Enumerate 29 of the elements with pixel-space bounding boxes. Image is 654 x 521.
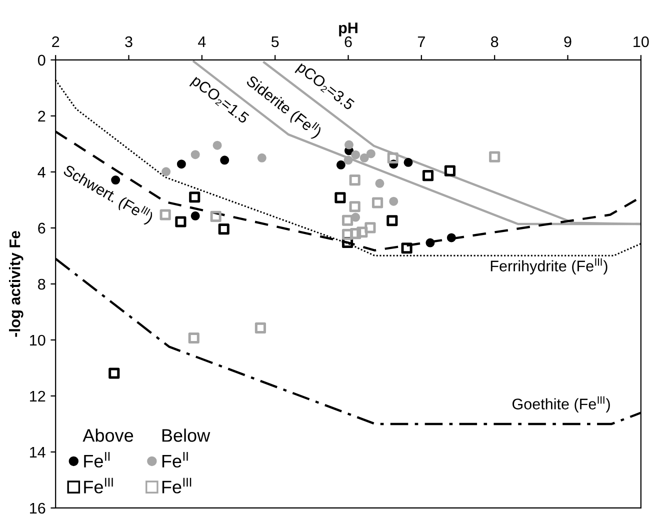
legend-label: Fe$^{III}$	[162, 478, 192, 494]
x-tick-label: 6	[344, 36, 352, 48]
y-tick-label: 2	[38, 110, 46, 122]
x-axis-title: pH	[339, 22, 358, 36]
legend-label: Fe$^{III}$	[84, 478, 113, 494]
y-axis-title: -log activity Fe	[9, 230, 24, 337]
y-tick-label: 12	[30, 390, 46, 402]
annotation: Ferrihydrite (Fe$^{III}$)	[490, 258, 608, 274]
y-tick-label: 14	[30, 446, 46, 458]
annotation: Goethite (Fe$^{III}$)	[512, 396, 610, 412]
x-tick-label: 8	[491, 36, 498, 48]
legend-label: Fe$^{II}$	[84, 452, 110, 468]
annotation: Below	[162, 428, 210, 442]
x-tick-label: 9	[564, 36, 572, 48]
x-tick-label: 7	[418, 36, 425, 48]
y-tick-label: 4	[38, 166, 46, 178]
x-tick-label: 4	[198, 36, 206, 48]
y-tick-label: 8	[38, 278, 46, 290]
annotation: Schwert. (Fe$^{III}$)	[61, 162, 156, 226]
y-tick-label: 16	[30, 502, 46, 514]
legend-label: Fe$^{II}$	[162, 452, 188, 468]
annotation: Above	[82, 428, 134, 442]
x-tick-label: 3	[125, 36, 132, 48]
x-tick-label: 2	[52, 36, 60, 48]
y-tick-label: 10	[30, 334, 46, 346]
x-tick-label: 5	[271, 36, 279, 48]
y-tick-label: 0	[38, 54, 46, 66]
y-tick-label: 6	[38, 222, 46, 234]
x-tick-label: 10	[634, 36, 649, 48]
